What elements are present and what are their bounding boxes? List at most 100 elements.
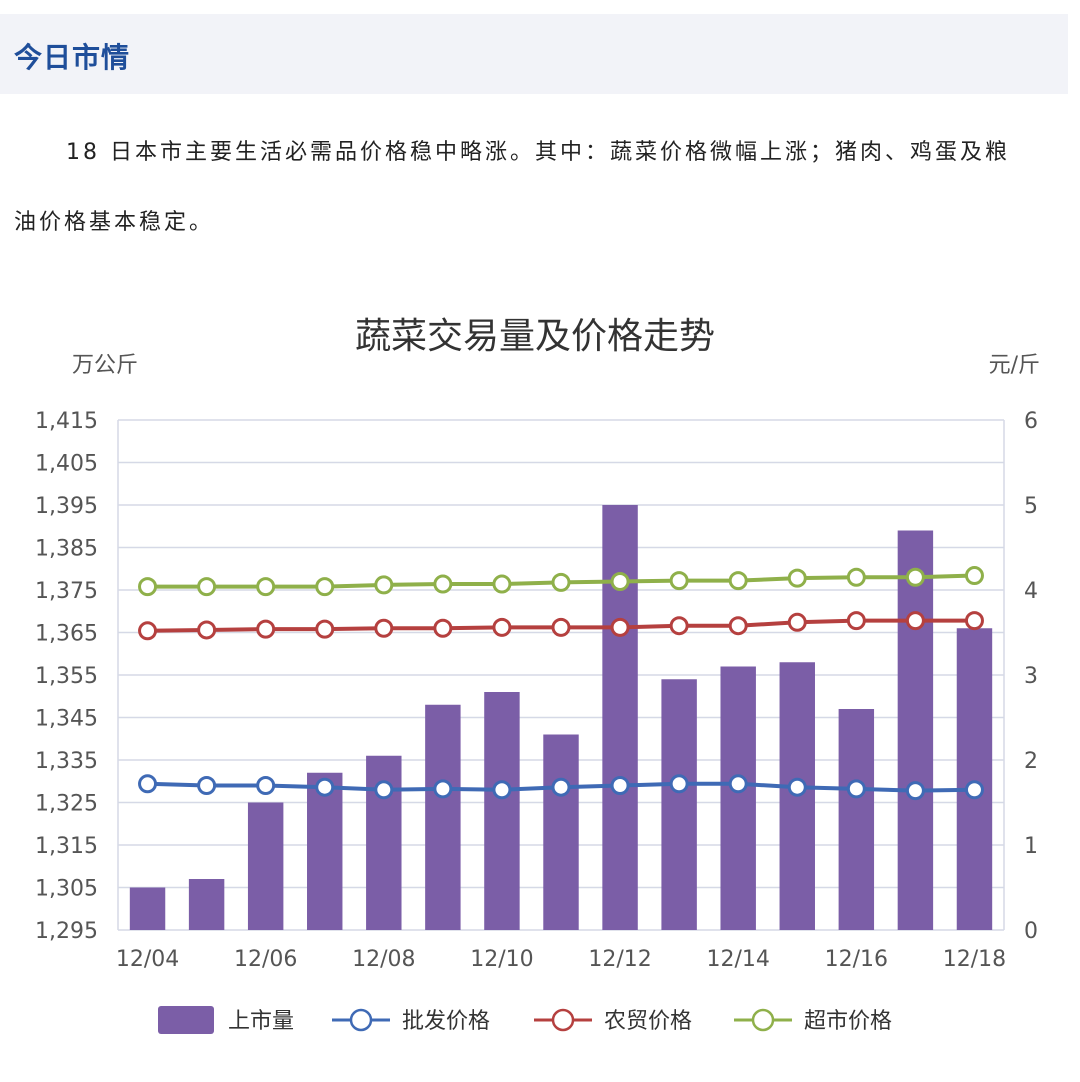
point-批发价格 bbox=[964, 780, 984, 800]
point-超市价格 bbox=[669, 571, 689, 591]
left-tick-label: 1,305 bbox=[35, 877, 98, 902]
left-tick-label: 1,365 bbox=[35, 622, 98, 647]
legend-label-农贸价格: 农贸价格 bbox=[604, 1009, 692, 1034]
point-农贸价格 bbox=[846, 611, 866, 631]
right-tick-label: 6 bbox=[1024, 409, 1038, 434]
point-批发价格 bbox=[315, 777, 335, 797]
left-tick-label: 1,315 bbox=[35, 834, 98, 859]
left-axis-unit: 万公斤 bbox=[72, 353, 138, 378]
point-农贸价格 bbox=[787, 612, 807, 632]
point-批发价格 bbox=[905, 781, 925, 801]
point-农贸价格 bbox=[905, 611, 925, 631]
legend-label-超市价格: 超市价格 bbox=[804, 1009, 892, 1034]
point-批发价格 bbox=[846, 779, 866, 799]
left-tick-label: 1,345 bbox=[35, 707, 98, 732]
point-超市价格 bbox=[787, 568, 807, 588]
right-tick-label: 3 bbox=[1024, 664, 1038, 689]
left-tick-label: 1,385 bbox=[35, 537, 98, 562]
bar-上市量 bbox=[129, 887, 166, 930]
left-tick-label: 1,355 bbox=[35, 664, 98, 689]
right-tick-label: 1 bbox=[1024, 834, 1038, 859]
point-农贸价格 bbox=[315, 619, 335, 639]
point-农贸价格 bbox=[669, 616, 689, 636]
bar-上市量 bbox=[543, 734, 579, 930]
left-tick-label: 1,325 bbox=[35, 792, 98, 817]
bar-上市量 bbox=[602, 505, 638, 930]
point-超市价格 bbox=[846, 567, 866, 587]
left-tick-label: 1,335 bbox=[35, 749, 98, 774]
point-批发价格 bbox=[433, 779, 453, 799]
x-tick-label: 12/08 bbox=[352, 947, 415, 972]
section-title: 今日市情 bbox=[14, 41, 131, 74]
bar-上市量 bbox=[188, 879, 225, 930]
point-农贸价格 bbox=[256, 619, 276, 639]
point-超市价格 bbox=[492, 574, 512, 594]
point-超市价格 bbox=[256, 577, 276, 597]
point-农贸价格 bbox=[197, 620, 217, 640]
point-批发价格 bbox=[197, 776, 217, 795]
point-农贸价格 bbox=[138, 621, 158, 641]
point-农贸价格 bbox=[728, 616, 748, 636]
left-tick-label: 1,295 bbox=[35, 919, 98, 944]
point-超市价格 bbox=[315, 577, 335, 597]
point-农贸价格 bbox=[433, 618, 453, 638]
legend-label-批发价格: 批发价格 bbox=[402, 1009, 490, 1034]
bar-上市量 bbox=[956, 628, 993, 930]
x-tick-label: 12/14 bbox=[706, 947, 769, 972]
x-tick-label: 12/10 bbox=[470, 947, 533, 972]
point-批发价格 bbox=[728, 774, 748, 794]
left-tick-label: 1,415 bbox=[35, 409, 98, 434]
chart-title: 蔬菜交易量及价格走势 bbox=[355, 316, 715, 357]
right-tick-label: 5 bbox=[1024, 494, 1038, 519]
bar-上市量 bbox=[484, 692, 520, 930]
legend-marker-超市价格 bbox=[751, 1008, 775, 1032]
bar-上市量 bbox=[897, 530, 934, 930]
point-批发价格 bbox=[492, 780, 512, 800]
section-header: 今日市情 bbox=[0, 14, 1068, 94]
point-农贸价格 bbox=[610, 617, 630, 637]
left-tick-label: 1,395 bbox=[35, 494, 98, 519]
point-批发价格 bbox=[610, 776, 630, 795]
x-tick-label: 12/04 bbox=[116, 947, 179, 972]
point-超市价格 bbox=[728, 571, 748, 591]
bar-上市量 bbox=[838, 709, 875, 930]
point-批发价格 bbox=[374, 780, 394, 800]
point-超市价格 bbox=[905, 567, 925, 587]
point-超市价格 bbox=[138, 577, 158, 597]
legend-label-上市量: 上市量 bbox=[228, 1009, 294, 1034]
right-axis-unit: 元/斤 bbox=[989, 353, 1040, 378]
legend-marker-批发价格 bbox=[349, 1008, 373, 1032]
point-农贸价格 bbox=[964, 611, 984, 631]
point-批发价格 bbox=[551, 777, 571, 797]
right-tick-label: 0 bbox=[1024, 919, 1038, 944]
point-批发价格 bbox=[787, 777, 807, 797]
bar-上市量 bbox=[661, 679, 697, 930]
point-农贸价格 bbox=[374, 618, 394, 638]
x-tick-label: 12/06 bbox=[234, 947, 297, 972]
point-超市价格 bbox=[374, 575, 394, 595]
bar-上市量 bbox=[247, 802, 284, 930]
x-tick-label: 12/12 bbox=[588, 947, 651, 972]
bar-上市量 bbox=[425, 704, 461, 930]
legend-marker-农贸价格 bbox=[551, 1008, 575, 1032]
bar-上市量 bbox=[720, 666, 756, 930]
x-tick-label: 12/16 bbox=[825, 947, 888, 972]
article-line-1: 18 日本市主要生活必需品价格稳中略涨。其中：蔬菜价格微幅上涨；猪肉、鸡蛋及粮 bbox=[66, 140, 1010, 165]
point-批发价格 bbox=[256, 776, 276, 795]
x-tick-label: 12/18 bbox=[943, 947, 1006, 972]
point-批发价格 bbox=[669, 774, 689, 794]
point-超市价格 bbox=[197, 577, 217, 597]
point-超市价格 bbox=[433, 574, 453, 594]
vegetable-chart: 蔬菜交易量及价格走势 万公斤 元/斤 1,295 1,305 1,315 1,325 1… bbox=[35, 316, 1040, 1034]
right-tick-label: 4 bbox=[1024, 579, 1038, 604]
article-line-2: 油价格基本稳定。 bbox=[14, 210, 215, 235]
point-批发价格 bbox=[138, 774, 158, 794]
left-tick-label: 1,375 bbox=[35, 579, 98, 604]
bar-上市量 bbox=[307, 772, 343, 930]
point-农贸价格 bbox=[492, 617, 512, 637]
point-超市价格 bbox=[551, 572, 571, 592]
left-tick-label: 1,405 bbox=[35, 452, 98, 477]
legend-swatch-上市量 bbox=[158, 1006, 214, 1034]
point-超市价格 bbox=[964, 566, 984, 586]
right-tick-label: 2 bbox=[1024, 749, 1038, 774]
